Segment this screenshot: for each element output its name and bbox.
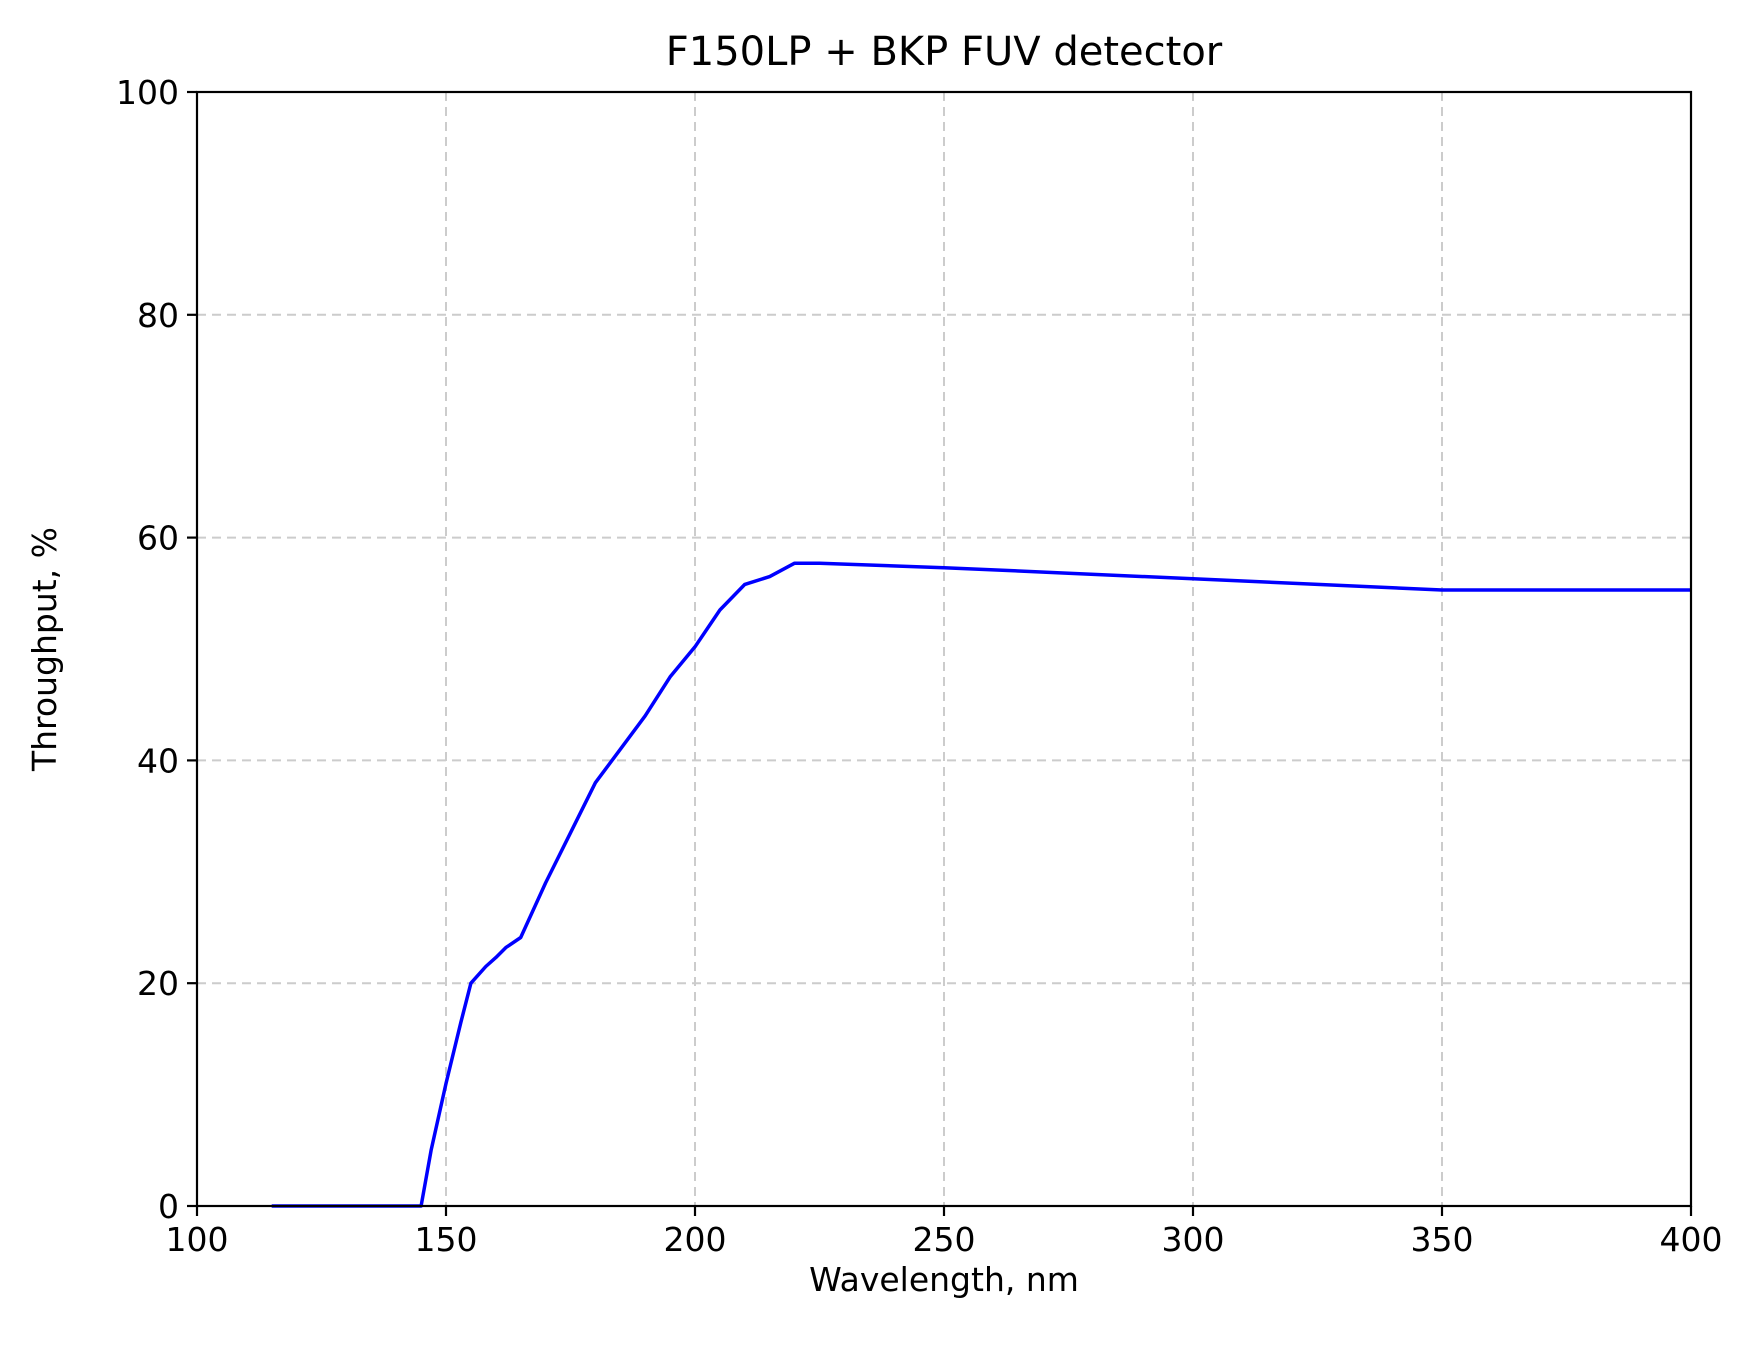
x-tick-label: 150 bbox=[415, 1220, 478, 1259]
x-axis-ticks: 100 150 200 250 300 350 400 bbox=[166, 1206, 1723, 1259]
y-tick-label: 60 bbox=[137, 519, 179, 558]
x-axis-label: Wavelength, nm bbox=[809, 1260, 1079, 1299]
y-tick-label: 0 bbox=[158, 1187, 179, 1226]
chart-title: F150LP + BKP FUV detector bbox=[666, 29, 1223, 75]
y-tick-label: 20 bbox=[137, 964, 179, 1003]
x-tick-label: 350 bbox=[1411, 1220, 1474, 1259]
throughput-series-line bbox=[271, 561, 1691, 1208]
x-tick-label: 100 bbox=[166, 1220, 229, 1259]
grid-lines bbox=[197, 92, 1691, 1206]
y-tick-label: 40 bbox=[137, 741, 179, 780]
x-tick-label: 250 bbox=[913, 1220, 976, 1259]
y-tick-label: 100 bbox=[116, 73, 179, 112]
x-tick-label: 300 bbox=[1162, 1220, 1225, 1259]
y-tick-label: 80 bbox=[137, 296, 179, 335]
data-series bbox=[271, 561, 1691, 1208]
x-tick-label: 400 bbox=[1660, 1220, 1723, 1259]
y-axis-label: Throughput, % bbox=[25, 527, 64, 772]
y-axis-ticks: 0 20 40 60 80 100 bbox=[116, 73, 197, 1226]
x-tick-label: 200 bbox=[664, 1220, 727, 1259]
